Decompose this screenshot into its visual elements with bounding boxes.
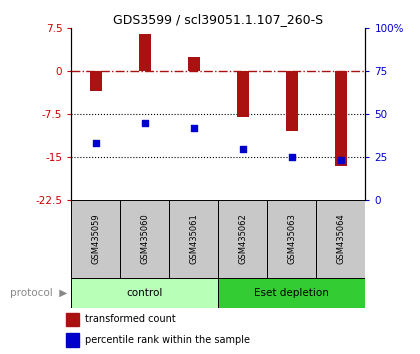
Text: GSM435062: GSM435062 [239,213,247,264]
Point [289,154,295,160]
Text: GSM435059: GSM435059 [92,213,100,264]
Text: GSM435061: GSM435061 [189,213,198,264]
Title: GDS3599 / scl39051.1.107_260-S: GDS3599 / scl39051.1.107_260-S [113,13,323,26]
Text: GSM435060: GSM435060 [140,213,150,264]
Point [191,126,197,131]
Bar [316,200,365,278]
Bar [71,278,218,308]
Bar [335,71,347,166]
Text: percentile rank within the sample: percentile rank within the sample [85,335,250,345]
Bar [237,71,249,117]
Bar [218,200,268,278]
Bar [66,313,79,326]
Bar [90,71,102,91]
Bar [121,200,169,278]
Bar [286,71,298,131]
Bar [139,34,151,71]
Text: transformed count: transformed count [85,314,176,325]
Bar [268,200,316,278]
Text: control: control [127,288,163,298]
Text: GSM435064: GSM435064 [336,213,345,264]
Bar [218,278,365,308]
Point [142,120,148,126]
Bar [169,200,218,278]
Bar [71,200,121,278]
Text: GSM435063: GSM435063 [287,213,297,264]
Text: Eset depletion: Eset depletion [255,288,329,298]
Point [239,146,246,152]
Text: protocol  ▶: protocol ▶ [10,288,67,298]
Point [92,140,99,145]
Point [338,157,344,163]
Bar [188,57,200,71]
Bar [66,333,79,347]
